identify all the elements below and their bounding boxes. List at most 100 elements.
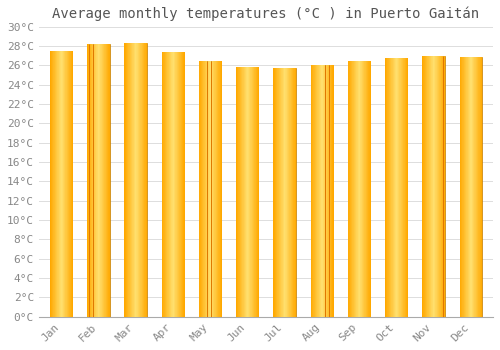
Bar: [242, 68, 243, 317]
Bar: [310, 65, 311, 317]
Bar: [247, 68, 248, 317]
Bar: [95, 44, 96, 317]
Bar: [97, 44, 98, 317]
Bar: [174, 52, 175, 317]
Bar: [169, 52, 170, 317]
Bar: [71, 51, 72, 317]
Bar: [68, 51, 69, 317]
Bar: [324, 65, 325, 317]
Bar: [213, 61, 214, 317]
Bar: [103, 44, 104, 317]
Bar: [321, 65, 322, 317]
Bar: [67, 51, 68, 317]
Bar: [329, 65, 330, 317]
Bar: [57, 51, 58, 317]
Bar: [439, 56, 440, 317]
Bar: [282, 68, 283, 317]
Bar: [212, 61, 213, 317]
Bar: [143, 43, 144, 317]
Bar: [441, 56, 442, 317]
Bar: [401, 58, 402, 317]
Bar: [210, 61, 211, 317]
Bar: [168, 52, 169, 317]
Bar: [236, 68, 258, 317]
Bar: [364, 61, 365, 317]
Bar: [274, 68, 275, 317]
Bar: [102, 44, 103, 317]
Bar: [280, 68, 281, 317]
Bar: [391, 58, 392, 317]
Bar: [279, 68, 280, 317]
Bar: [392, 58, 393, 317]
Bar: [286, 68, 287, 317]
Bar: [201, 61, 202, 317]
Bar: [175, 52, 176, 317]
Bar: [93, 44, 94, 317]
Bar: [322, 65, 323, 317]
Bar: [327, 65, 328, 317]
Bar: [106, 44, 107, 317]
Bar: [480, 57, 482, 317]
Bar: [389, 58, 390, 317]
Bar: [402, 58, 403, 317]
Bar: [472, 57, 474, 317]
Bar: [354, 61, 356, 317]
Bar: [145, 43, 146, 317]
Bar: [202, 61, 203, 317]
Bar: [207, 61, 208, 317]
Bar: [394, 58, 395, 317]
Bar: [165, 52, 166, 317]
Bar: [444, 56, 445, 317]
Bar: [208, 61, 209, 317]
Bar: [216, 61, 217, 317]
Bar: [311, 65, 312, 317]
Bar: [215, 61, 216, 317]
Bar: [92, 44, 93, 317]
Bar: [89, 44, 90, 317]
Bar: [56, 51, 57, 317]
Bar: [361, 61, 362, 317]
Bar: [331, 65, 332, 317]
Bar: [326, 65, 327, 317]
Bar: [289, 68, 290, 317]
Bar: [328, 65, 329, 317]
Bar: [167, 52, 168, 317]
Bar: [356, 61, 357, 317]
Bar: [217, 61, 218, 317]
Bar: [399, 58, 400, 317]
Bar: [358, 61, 360, 317]
Bar: [209, 61, 210, 317]
Bar: [471, 57, 472, 317]
Bar: [140, 43, 141, 317]
Bar: [253, 68, 254, 317]
Bar: [348, 61, 370, 317]
Bar: [292, 68, 293, 317]
Bar: [51, 51, 52, 317]
Bar: [427, 56, 428, 317]
Bar: [124, 43, 125, 317]
Bar: [58, 51, 59, 317]
Bar: [62, 51, 63, 317]
Bar: [257, 68, 258, 317]
Bar: [406, 58, 407, 317]
Bar: [239, 68, 240, 317]
Bar: [244, 68, 246, 317]
Bar: [65, 51, 66, 317]
Bar: [55, 51, 56, 317]
Bar: [171, 52, 172, 317]
Bar: [61, 51, 62, 317]
Bar: [275, 68, 276, 317]
Bar: [199, 61, 222, 317]
Bar: [360, 61, 361, 317]
Bar: [287, 68, 288, 317]
Bar: [91, 44, 92, 317]
Bar: [479, 57, 480, 317]
Bar: [348, 61, 349, 317]
Bar: [424, 56, 425, 317]
Bar: [310, 65, 333, 317]
Bar: [238, 68, 239, 317]
Bar: [219, 61, 220, 317]
Bar: [54, 51, 55, 317]
Bar: [467, 57, 468, 317]
Bar: [52, 51, 53, 317]
